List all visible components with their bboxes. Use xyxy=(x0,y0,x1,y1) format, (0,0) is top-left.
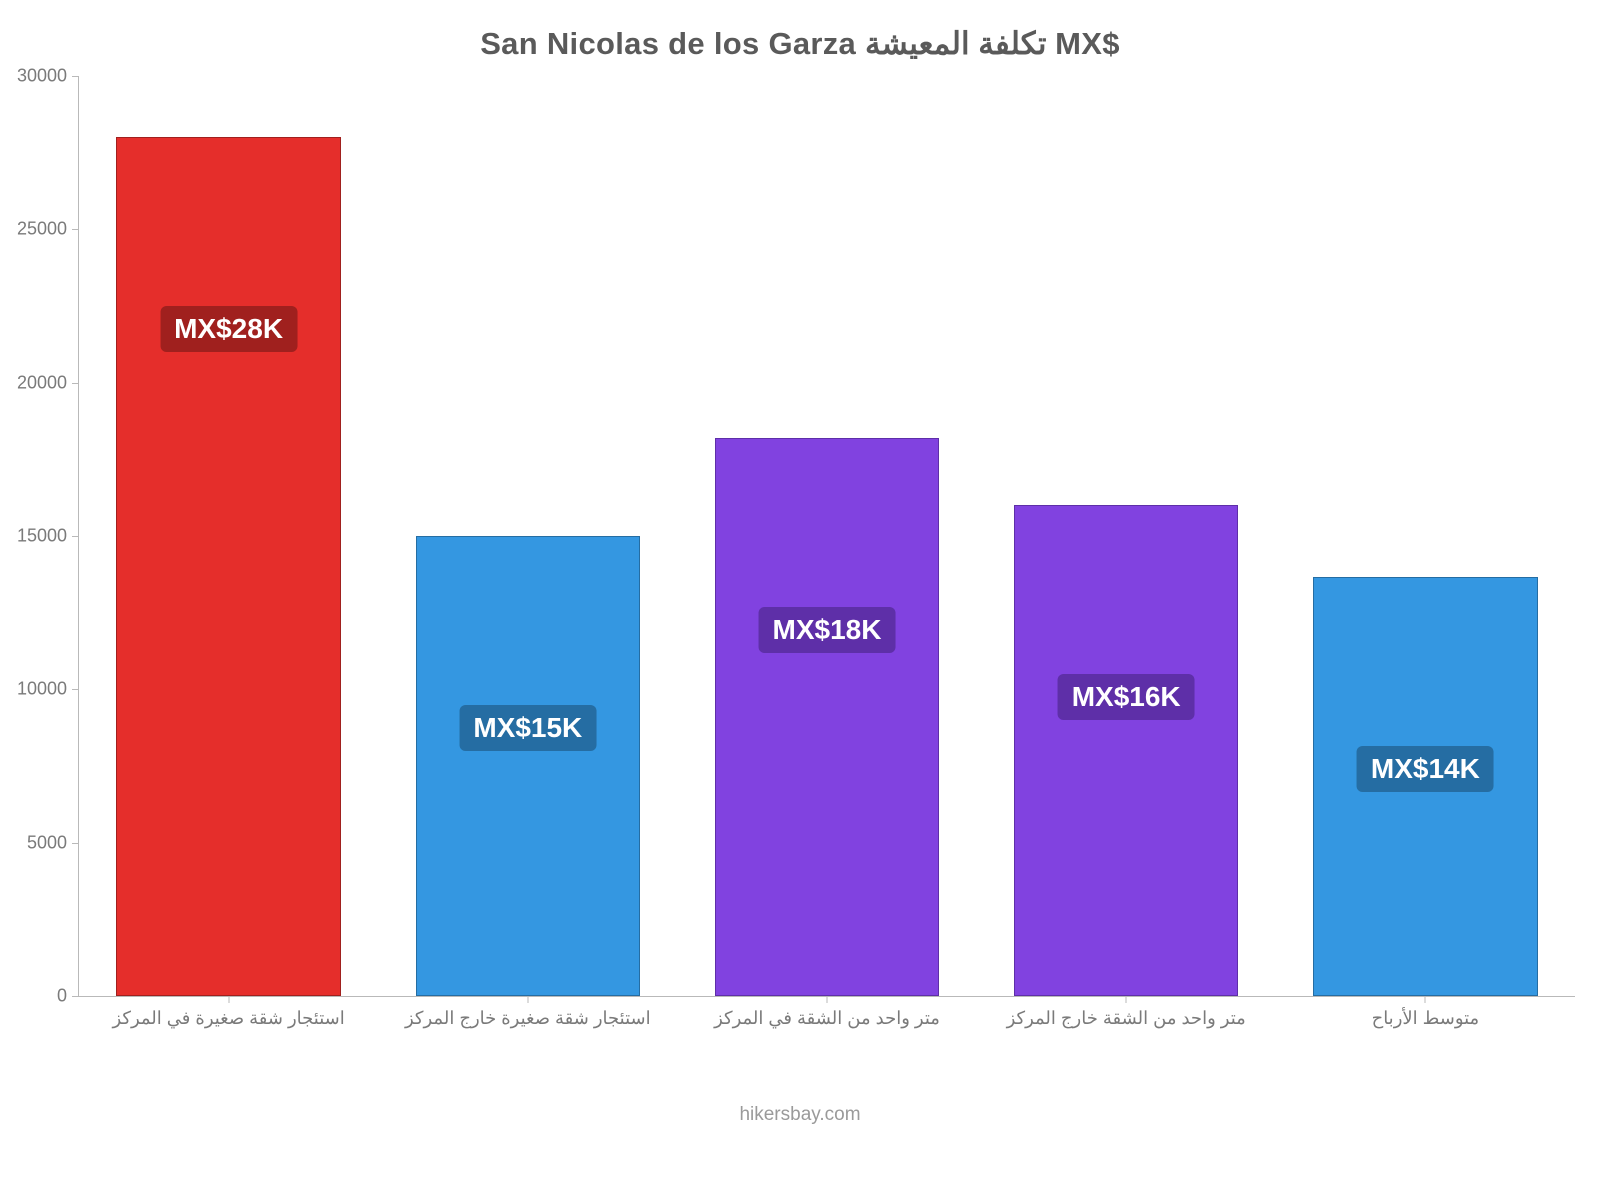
chart-title: San Nicolas de los Garza تكلفة المعيشة M… xyxy=(0,26,1600,62)
y-axis-label: 25000 xyxy=(7,219,67,240)
bar-value-badge: MX$15K xyxy=(459,705,596,751)
y-axis-tick xyxy=(72,536,79,537)
chart-bar: MX$15K xyxy=(416,536,640,996)
x-axis-label: متوسط الأرباح xyxy=(1285,1008,1565,1029)
y-axis-tick xyxy=(72,229,79,230)
y-axis-label: 30000 xyxy=(7,66,67,87)
x-axis-tick xyxy=(1126,996,1127,1003)
y-axis-tick xyxy=(72,383,79,384)
chart-bar: MX$14K xyxy=(1313,577,1537,996)
bar-value-badge: MX$18K xyxy=(759,607,896,653)
y-axis-tick xyxy=(72,996,79,997)
y-axis-label: 20000 xyxy=(7,372,67,393)
y-axis-label: 10000 xyxy=(7,679,67,700)
y-axis-tick xyxy=(72,76,79,77)
y-axis-tick xyxy=(72,843,79,844)
x-axis-label: متر واحد من الشقة في المركز xyxy=(687,1008,967,1029)
bar-value-badge: MX$14K xyxy=(1357,746,1494,792)
y-axis-label: 0 xyxy=(7,986,67,1007)
x-axis-label: استئجار شقة صغيرة خارج المركز xyxy=(388,1008,668,1029)
chart-bar: MX$16K xyxy=(1014,505,1238,996)
chart-bar: MX$18K xyxy=(715,438,939,996)
x-axis-tick xyxy=(827,996,828,1003)
footer-attribution: hikersbay.com xyxy=(0,1104,1600,1126)
x-axis-tick xyxy=(527,996,528,1003)
chart-bar: MX$28K xyxy=(116,137,340,996)
y-axis-label: 5000 xyxy=(7,832,67,853)
x-axis-label: متر واحد من الشقة خارج المركز xyxy=(986,1008,1266,1029)
chart-stage: San Nicolas de los Garza تكلفة المعيشة M… xyxy=(0,0,1600,1200)
x-axis-label: استئجار شقة صغيرة في المركز xyxy=(89,1008,369,1029)
y-axis-label: 15000 xyxy=(7,526,67,547)
plot-area: 050001000015000200002500030000MX$28Kاستئ… xyxy=(78,76,1575,997)
bar-value-badge: MX$28K xyxy=(160,306,297,352)
y-axis-tick xyxy=(72,689,79,690)
x-axis-tick xyxy=(228,996,229,1003)
bar-value-badge: MX$16K xyxy=(1058,674,1195,720)
x-axis-tick xyxy=(1425,996,1426,1003)
